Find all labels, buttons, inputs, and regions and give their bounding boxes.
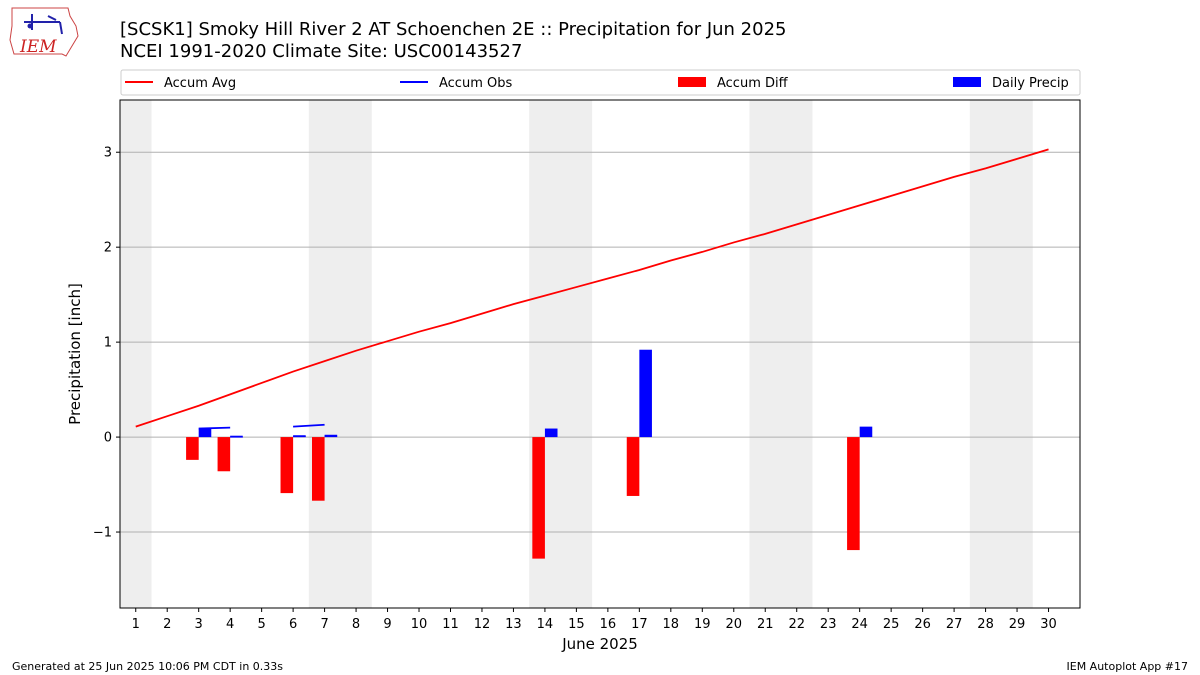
- x-tick-label: 12: [474, 617, 491, 632]
- x-tick-label: 1: [132, 617, 140, 632]
- x-tick-label: 29: [1009, 617, 1026, 632]
- legend-label-2: Accum Diff: [717, 76, 789, 91]
- x-tick-label: 17: [631, 617, 648, 632]
- footer-app: IEM Autoplot App #17: [1067, 660, 1189, 673]
- weekend-shade-1: [308, 100, 372, 608]
- legend-label-0: Accum Avg: [164, 76, 236, 91]
- x-tick-label: 19: [694, 617, 711, 632]
- x-tick-label: 14: [537, 617, 554, 632]
- accum-diff-bar-day-6: [280, 437, 294, 494]
- x-tick-label: 30: [1040, 617, 1057, 632]
- y-tick-label: 3: [104, 146, 112, 161]
- legend-swatch-2: [678, 77, 706, 87]
- accum-diff-bar-day-7: [312, 437, 325, 501]
- station-dot: [27, 23, 33, 29]
- logo-text: IEM: [19, 37, 57, 57]
- accum-obs-line-2: [293, 423, 325, 428]
- x-tick-label: 26: [914, 617, 931, 632]
- daily-precip-bar-day-14: [544, 428, 558, 438]
- y-tick-label: 1: [104, 336, 112, 351]
- footer-generated: Generated at 25 Jun 2025 10:06 PM CDT in…: [12, 660, 283, 673]
- y-tick-label: 2: [104, 241, 112, 256]
- accum-obs-line-0: [198, 426, 231, 430]
- daily-precip-bar-day-17: [639, 349, 652, 438]
- chart-subtitle: NCEI 1991-2020 Climate Site: USC00143527: [120, 41, 522, 62]
- x-tick-label: 15: [568, 617, 585, 632]
- x-tick-label: 11: [442, 617, 459, 632]
- legend-label-1: Accum Obs: [439, 76, 512, 91]
- weekend-shade-4: [969, 100, 1033, 608]
- accum-diff-bar-day-4: [217, 437, 231, 472]
- accum-diff-bar-day-24: [847, 437, 860, 551]
- x-tick-label: 2: [163, 617, 171, 632]
- x-tick-label: 6: [289, 617, 297, 632]
- plot-area: 1 2 3 4 5 6 7 8 9 10 11 12 13 14 15 16 17 18 19 20 21 22 23 24 2…: [93, 99, 1081, 632]
- x-tick-label: 8: [352, 617, 360, 632]
- x-tick-label: 28: [977, 617, 994, 632]
- x-tick-label: 22: [788, 617, 805, 632]
- accum-diff-bar-day-17: [626, 437, 640, 496]
- legend-swatch-3: [953, 77, 981, 87]
- legend: Accum Avg Accum Obs Accum Diff Daily Precip: [120, 69, 1081, 96]
- iowa-map-outline: [9, 7, 79, 57]
- x-tick-label: 23: [820, 617, 837, 632]
- y-axis-label: Precipitation [inch]: [66, 283, 84, 425]
- x-tick-label: 20: [725, 617, 742, 632]
- x-tick-label: 16: [600, 617, 617, 632]
- x-tick-label: 5: [257, 617, 265, 632]
- x-tick-label: 25: [883, 617, 900, 632]
- x-tick-label: 18: [663, 617, 680, 632]
- x-tick-label: 9: [383, 617, 391, 632]
- chart-title: [SCSK1] Smoky Hill River 2 AT Schoenchen…: [120, 19, 786, 40]
- y-tick-label: 0: [104, 431, 112, 446]
- accum-diff-bar-day-3: [186, 437, 199, 460]
- weekend-shade-3: [749, 100, 813, 608]
- x-tick-label: 13: [505, 617, 522, 632]
- legend-label-3: Daily Precip: [992, 76, 1069, 91]
- accum-diff-bar-day-14: [532, 437, 545, 559]
- x-tick-label: 27: [946, 617, 963, 632]
- y-tick-label: −1: [93, 526, 112, 541]
- weekend-shade-0: [120, 100, 152, 608]
- plot-frame: [119, 99, 1081, 609]
- x-tick-label: 7: [320, 617, 328, 632]
- x-tick-label: 24: [851, 617, 868, 632]
- weather-station-icon: [24, 14, 63, 35]
- x-tick-label: 10: [411, 617, 428, 632]
- x-axis-label: June 2025: [561, 635, 638, 653]
- daily-precip-bar-day-24: [859, 426, 873, 438]
- x-tick-label: 4: [226, 617, 234, 632]
- iem-logo: IEM: [9, 7, 79, 57]
- accum-avg-line: [135, 148, 1049, 428]
- legend-frame: [120, 69, 1081, 96]
- x-tick-label: 3: [195, 617, 203, 632]
- x-tick-label: 21: [757, 617, 774, 632]
- daily-precip-bar-day-3: [198, 428, 212, 438]
